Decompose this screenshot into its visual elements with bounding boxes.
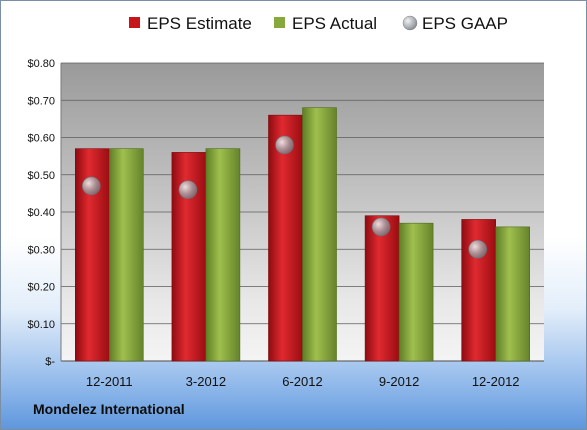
bar-eps-actual xyxy=(398,222,434,362)
legend: EPS Estimate EPS Actual EPS GAAP xyxy=(129,14,508,33)
company-name: Mondelez International xyxy=(33,401,185,417)
gaap-markers xyxy=(82,135,488,259)
y-axis-ticks: $- $0.10 $0.20 $0.30 $0.40 $0.50 $0.60 $0.70 $0.… xyxy=(27,58,55,368)
y-tick-label: $0.20 xyxy=(27,282,55,294)
y-tick-label: $0.50 xyxy=(27,170,55,182)
legend-label: EPS GAAP xyxy=(422,14,508,33)
x-tick-label: 3-2012 xyxy=(186,374,226,389)
legend-label: EPS Estimate xyxy=(147,14,252,33)
bar-eps-estimate xyxy=(268,114,303,362)
marker-eps-gaap xyxy=(82,176,101,196)
bar-eps-actual xyxy=(495,226,531,362)
bar-eps-actual xyxy=(302,107,337,362)
bar-eps-actual xyxy=(205,148,241,362)
x-tick-label: 12-2012 xyxy=(472,374,520,389)
y-tick-label: $0.30 xyxy=(27,244,55,256)
y-tick-label: $0.70 xyxy=(27,95,55,107)
x-tick-label: 12-2011 xyxy=(86,374,133,389)
x-tick-label: 9-2012 xyxy=(379,374,419,389)
x-tick-label: 6-2012 xyxy=(282,374,322,389)
legend-label: EPS Actual xyxy=(292,14,377,33)
y-tick-label: $0.80 xyxy=(27,58,55,70)
legend-swatch xyxy=(402,15,418,31)
legend-swatch xyxy=(274,17,285,28)
bar-eps-actual xyxy=(109,148,144,362)
y-tick-label: $0.40 xyxy=(27,207,55,219)
marker-eps-gaap xyxy=(371,217,391,237)
x-axis-ticks: 12-2011 3-2012 6-2012 9-2012 12-2012 xyxy=(86,374,520,389)
marker-eps-gaap xyxy=(178,180,198,199)
marker-eps-gaap xyxy=(468,239,488,259)
marker-eps-gaap xyxy=(275,135,294,155)
bar-eps-estimate xyxy=(364,215,400,362)
y-tick-label: $0.60 xyxy=(27,133,55,145)
y-tick-label: $- xyxy=(45,356,55,368)
y-tick-label: $0.10 xyxy=(27,319,55,331)
legend-swatch xyxy=(129,17,140,28)
